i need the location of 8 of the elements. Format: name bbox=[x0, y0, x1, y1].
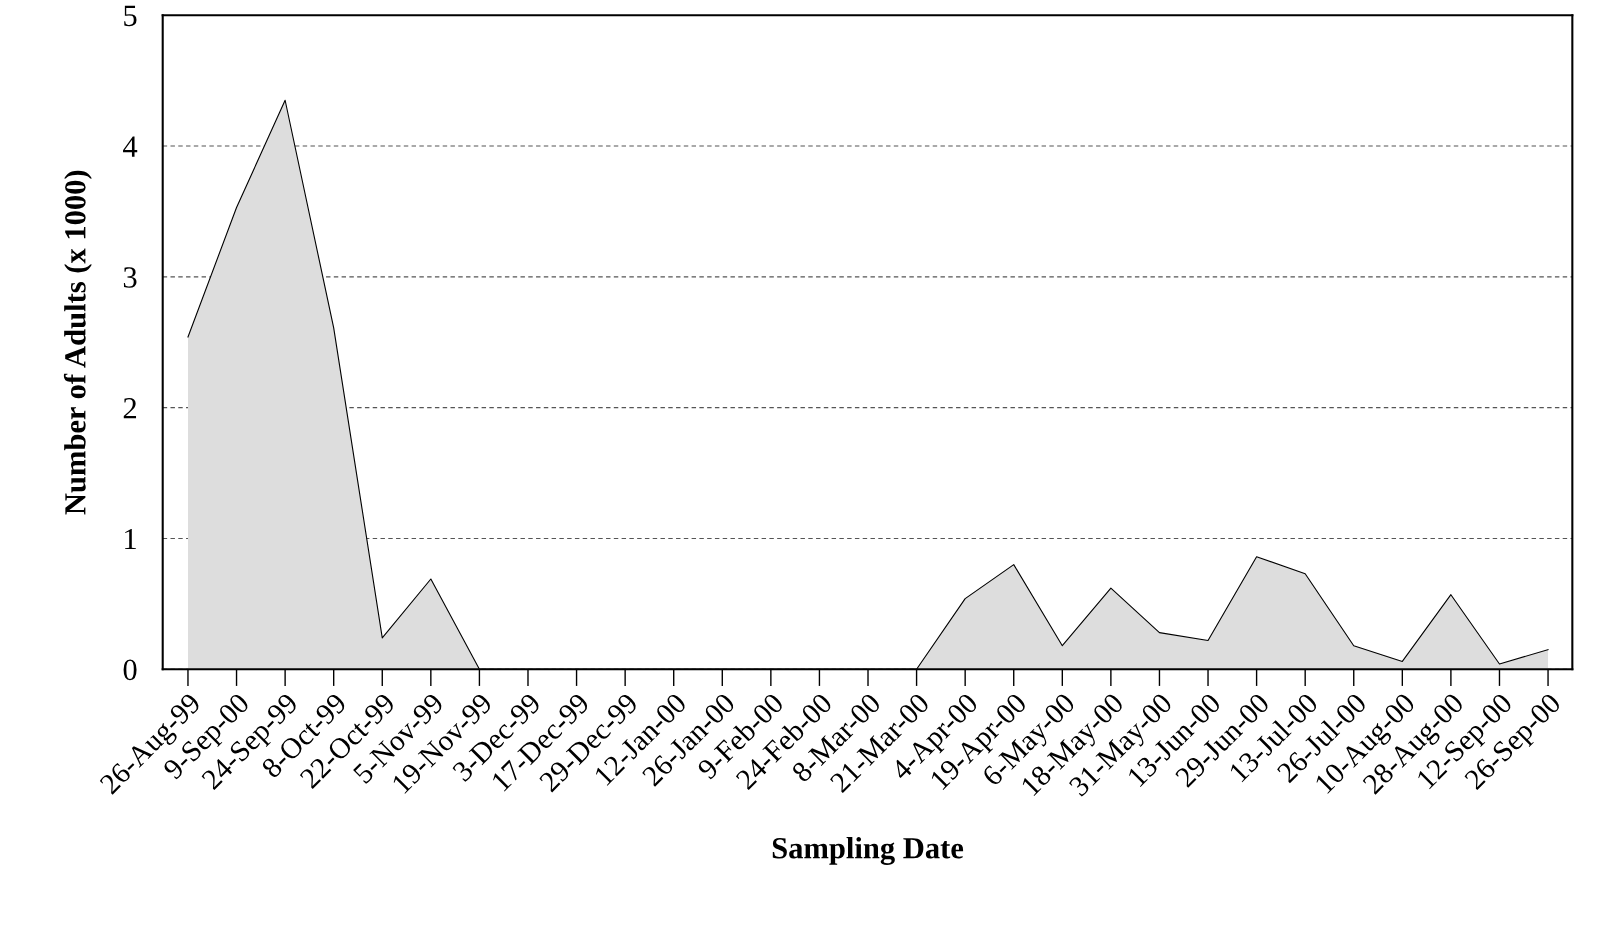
y-tick-label: 0 bbox=[123, 659, 137, 681]
x-axis-title: Sampling Date bbox=[772, 837, 964, 865]
y-tick-label: 2 bbox=[123, 398, 137, 419]
y-axis-title: Number of Adults (x 1000) bbox=[63, 170, 92, 515]
y-tick-label: 3 bbox=[123, 267, 137, 288]
y-tick-label: 4 bbox=[123, 136, 138, 157]
y-tick-label: 5 bbox=[124, 5, 137, 27]
y-tick-label: 1 bbox=[125, 528, 136, 550]
